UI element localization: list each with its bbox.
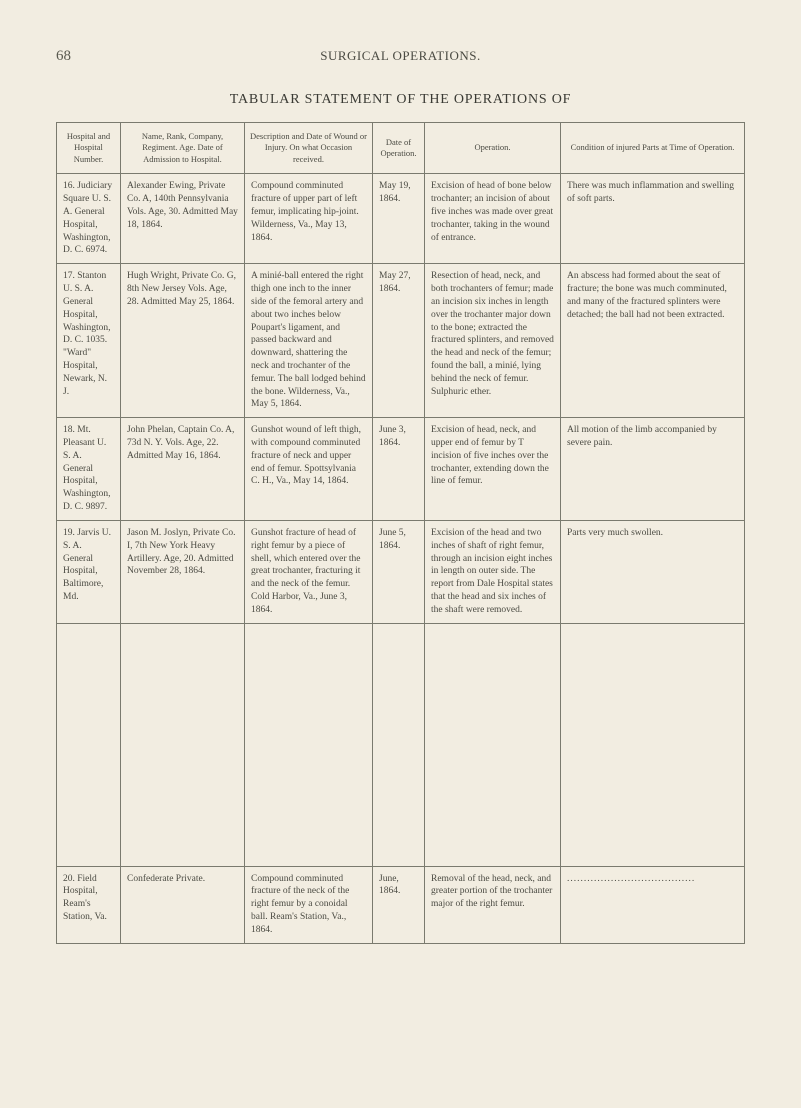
col-condition: Condition of injured Parts at Time of Op…: [561, 123, 745, 174]
cell-date: May 19, 1864.: [373, 174, 425, 264]
cell-operation: Removal of the head, neck, and greater p…: [425, 866, 561, 943]
table-body: 16. Judiciary Square U. S. A. General Ho…: [57, 174, 745, 943]
cell-hospital: 16. Judiciary Square U. S. A. General Ho…: [57, 174, 121, 264]
cell-date: June, 1864.: [373, 866, 425, 943]
table-row: 16. Judiciary Square U. S. A. General Ho…: [57, 174, 745, 264]
cell-date: June 5, 1864.: [373, 520, 425, 623]
table-head: Hospital and Hospital Number. Name, Rank…: [57, 123, 745, 174]
table-row: 19. Jarvis U. S. A. General Hospital, Ba…: [57, 520, 745, 623]
col-date: Date of Operation.: [373, 123, 425, 174]
table-header-row: Hospital and Hospital Number. Name, Rank…: [57, 123, 745, 174]
table-row: 17. Stanton U. S. A. General Hospital, W…: [57, 264, 745, 418]
col-wound: Description and Date of Wound or Injury.…: [245, 123, 373, 174]
cell-date: May 27, 1864.: [373, 264, 425, 418]
page: 68 SURGICAL OPERATIONS. TABULAR STATEMEN…: [0, 0, 801, 1108]
cell-name: Confederate Private.: [121, 866, 245, 943]
cell-operation: Resection of head, neck, and both trocha…: [425, 264, 561, 418]
cell-name: John Phelan, Captain Co. A, 73d N. Y. Vo…: [121, 418, 245, 521]
cell-date: June 3, 1864.: [373, 418, 425, 521]
cell-hospital: 17. Stanton U. S. A. General Hospital, W…: [57, 264, 121, 418]
cell-hospital: 19. Jarvis U. S. A. General Hospital, Ba…: [57, 520, 121, 623]
cell-hospital: 20. Field Hospital, Ream's Station, Va.: [57, 866, 121, 943]
cell-hospital: 18. Mt. Pleasant U. S. A. General Hospit…: [57, 418, 121, 521]
col-hospital: Hospital and Hospital Number.: [57, 123, 121, 174]
table-title: TABULAR STATEMENT OF THE OPERATIONS OF: [56, 92, 745, 108]
cell-condition: Parts very much swollen.: [561, 520, 745, 623]
table-row: 20. Field Hospital, Ream's Station, Va. …: [57, 866, 745, 943]
col-operation: Operation.: [425, 123, 561, 174]
cell-condition: There was much inflammation and swelling…: [561, 174, 745, 264]
cell-wound: Compound comminuted fracture of upper pa…: [245, 174, 373, 264]
cell-wound: A minié-ball entered the right thigh one…: [245, 264, 373, 418]
operations-table: Hospital and Hospital Number. Name, Rank…: [56, 122, 745, 944]
cell-name: Alexander Ewing, Private Co. A, 140th Pe…: [121, 174, 245, 264]
cell-wound: Gunshot wound of left thigh, with compou…: [245, 418, 373, 521]
cell-operation: Excision of head, neck, and upper end of…: [425, 418, 561, 521]
cell-operation: Excision of the head and two inches of s…: [425, 520, 561, 623]
cell-condition: An abscess had formed about the seat of …: [561, 264, 745, 418]
table-spacer-row: [57, 623, 745, 866]
cell-condition: ......................................: [561, 866, 745, 943]
cell-name: Hugh Wright, Private Co. G, 8th New Jers…: [121, 264, 245, 418]
col-name: Name, Rank, Company, Regiment. Age. Date…: [121, 123, 245, 174]
cell-wound: Compound comminuted fracture of the neck…: [245, 866, 373, 943]
cell-operation: Excision of head of bone below trochante…: [425, 174, 561, 264]
table-row: 18. Mt. Pleasant U. S. A. General Hospit…: [57, 418, 745, 521]
running-head: SURGICAL OPERATIONS.: [56, 48, 745, 64]
cell-wound: Gunshot fracture of head of right femur …: [245, 520, 373, 623]
cell-condition: All motion of the limb accompanied by se…: [561, 418, 745, 521]
page-number: 68: [56, 48, 71, 65]
cell-name: Jason M. Joslyn, Private Co. I, 7th New …: [121, 520, 245, 623]
